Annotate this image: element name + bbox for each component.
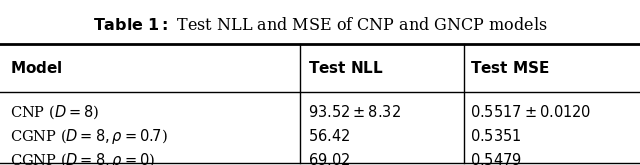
Text: CNP ($D = 8$): CNP ($D = 8$) (10, 103, 99, 121)
Text: CGNP ($D = 8, \rho = 0.7$): CGNP ($D = 8, \rho = 0.7$) (10, 127, 168, 146)
Text: $0.5479$: $0.5479$ (470, 152, 522, 165)
Text: $93.52 \pm 8.32$: $93.52 \pm 8.32$ (308, 104, 401, 120)
Text: $\mathbf{Model}$: $\mathbf{Model}$ (10, 61, 62, 76)
Text: $\mathbf{Test\ MSE}$: $\mathbf{Test\ MSE}$ (470, 61, 550, 76)
Text: CGNP ($D = 8, \rho = 0$): CGNP ($D = 8, \rho = 0$) (10, 150, 155, 165)
Text: $\mathbf{Test\ NLL}$: $\mathbf{Test\ NLL}$ (308, 61, 384, 76)
Text: $69.02$: $69.02$ (308, 152, 351, 165)
Text: $\mathbf{Table\ 1:}$ Test NLL and MSE of CNP and GNCP models: $\mathbf{Table\ 1:}$ Test NLL and MSE of… (93, 17, 547, 34)
Text: $0.5351$: $0.5351$ (470, 128, 522, 144)
Text: $56.42$: $56.42$ (308, 128, 351, 144)
Text: $0.5517 \pm 0.0120$: $0.5517 \pm 0.0120$ (470, 104, 592, 120)
